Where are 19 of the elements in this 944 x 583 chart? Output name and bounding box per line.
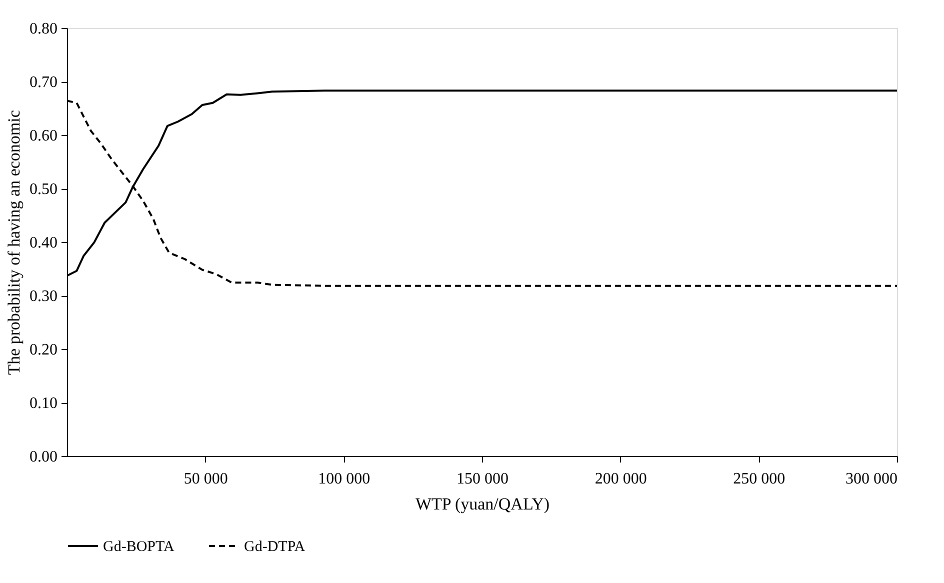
y-tick-label: 0.30 — [30, 288, 58, 305]
x-tick-label: 50 000 — [184, 470, 228, 488]
y-tick-label: 0.70 — [30, 74, 58, 91]
y-tick-label: 0.20 — [30, 342, 58, 358]
y-tick-label: 0.60 — [30, 128, 58, 144]
x-tick-label: 300 000 — [846, 470, 898, 488]
x-tick-label: 200 000 — [594, 470, 647, 488]
x-tick-label: 100 000 — [318, 470, 370, 488]
legend-label: Gd-BOPTA — [103, 539, 174, 555]
x-tick-label: 250 000 — [733, 470, 786, 488]
y-axis-title: The probability of having an economic — [4, 110, 24, 375]
y-tick-label: 0.10 — [30, 395, 58, 412]
y-tick-label: 0.80 — [30, 20, 58, 38]
legend-label: Gd-DTPA — [244, 539, 306, 555]
y-tick-label: 0.40 — [30, 234, 58, 252]
x-tick-label: 150 000 — [456, 470, 508, 488]
y-tick-label: 0.00 — [30, 448, 58, 466]
y-tick-label: 0.50 — [30, 181, 58, 198]
x-axis-title: WTP (yuan/QALY) — [415, 494, 550, 514]
